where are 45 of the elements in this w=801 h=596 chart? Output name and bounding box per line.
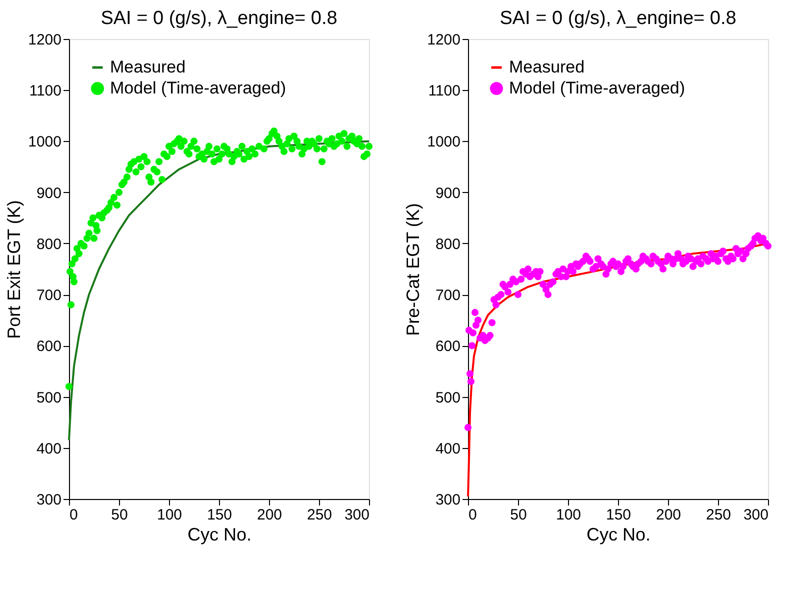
y-tick-label: 1100 <box>428 82 460 100</box>
x-tick-label: 300 <box>344 506 370 524</box>
x-axis-title: Cyc No. <box>187 524 252 544</box>
line-series <box>68 140 370 442</box>
y-tick-label: 500 <box>435 389 460 406</box>
legend-label: Model (Time-averaged) <box>110 78 286 98</box>
y-tick-label: 900 <box>435 184 460 202</box>
legend-label: Measured <box>110 58 186 76</box>
y-axis-title: Port Exit EGT (K) <box>4 200 24 339</box>
x-tick-label: 100 <box>556 506 582 524</box>
y-tick-label: 1200 <box>28 32 62 48</box>
y-tick-label: 700 <box>36 287 62 304</box>
y-tick-label: 400 <box>435 440 460 458</box>
legend-label: Model (Time-averaged) <box>509 78 686 98</box>
x-tick-label: 300 <box>743 506 768 524</box>
y-tick-label: 400 <box>36 440 62 458</box>
y-tick-label: 500 <box>36 389 62 406</box>
x-tick-label: 250 <box>706 506 732 524</box>
y-tick-label: 1100 <box>29 82 62 100</box>
x-tick-label: 0 <box>468 506 477 524</box>
x-tick-label: 150 <box>206 506 232 524</box>
legend-label: Measured <box>509 58 585 76</box>
chart-title: SAI = 0 (g/s), λ_engine= 0.8 <box>500 8 736 29</box>
y-tick-label: 600 <box>435 338 460 356</box>
y-tick-label: 900 <box>36 184 62 202</box>
x-tick-label: 200 <box>256 506 282 524</box>
x-tick-label: 250 <box>306 506 332 524</box>
x-axis-title: Cyc No. <box>586 524 651 544</box>
y-tick-label: 700 <box>435 287 460 304</box>
x-tick-label: 150 <box>606 506 632 524</box>
x-tick-label: 100 <box>156 506 182 524</box>
x-tick-label: 0 <box>70 506 78 524</box>
y-tick-label: 600 <box>36 338 62 356</box>
x-tick-label: 50 <box>111 506 128 524</box>
y-tick-label: 1200 <box>427 32 460 48</box>
chart-title: SAI = 0 (g/s), λ_engine= 0.8 <box>100 8 338 29</box>
y-axis-title: Pre-Cat EGT (K) <box>403 203 424 336</box>
y-tick-label: 800 <box>36 236 62 253</box>
x-tick-label: 50 <box>510 506 527 524</box>
y-tick-label: 1000 <box>427 134 460 151</box>
y-tick-label: 300 <box>435 492 460 508</box>
y-tick-label: 800 <box>435 236 460 253</box>
y-tick-label: 1000 <box>28 134 62 151</box>
x-tick-label: 200 <box>656 506 682 524</box>
y-tick-label: 300 <box>36 492 62 508</box>
